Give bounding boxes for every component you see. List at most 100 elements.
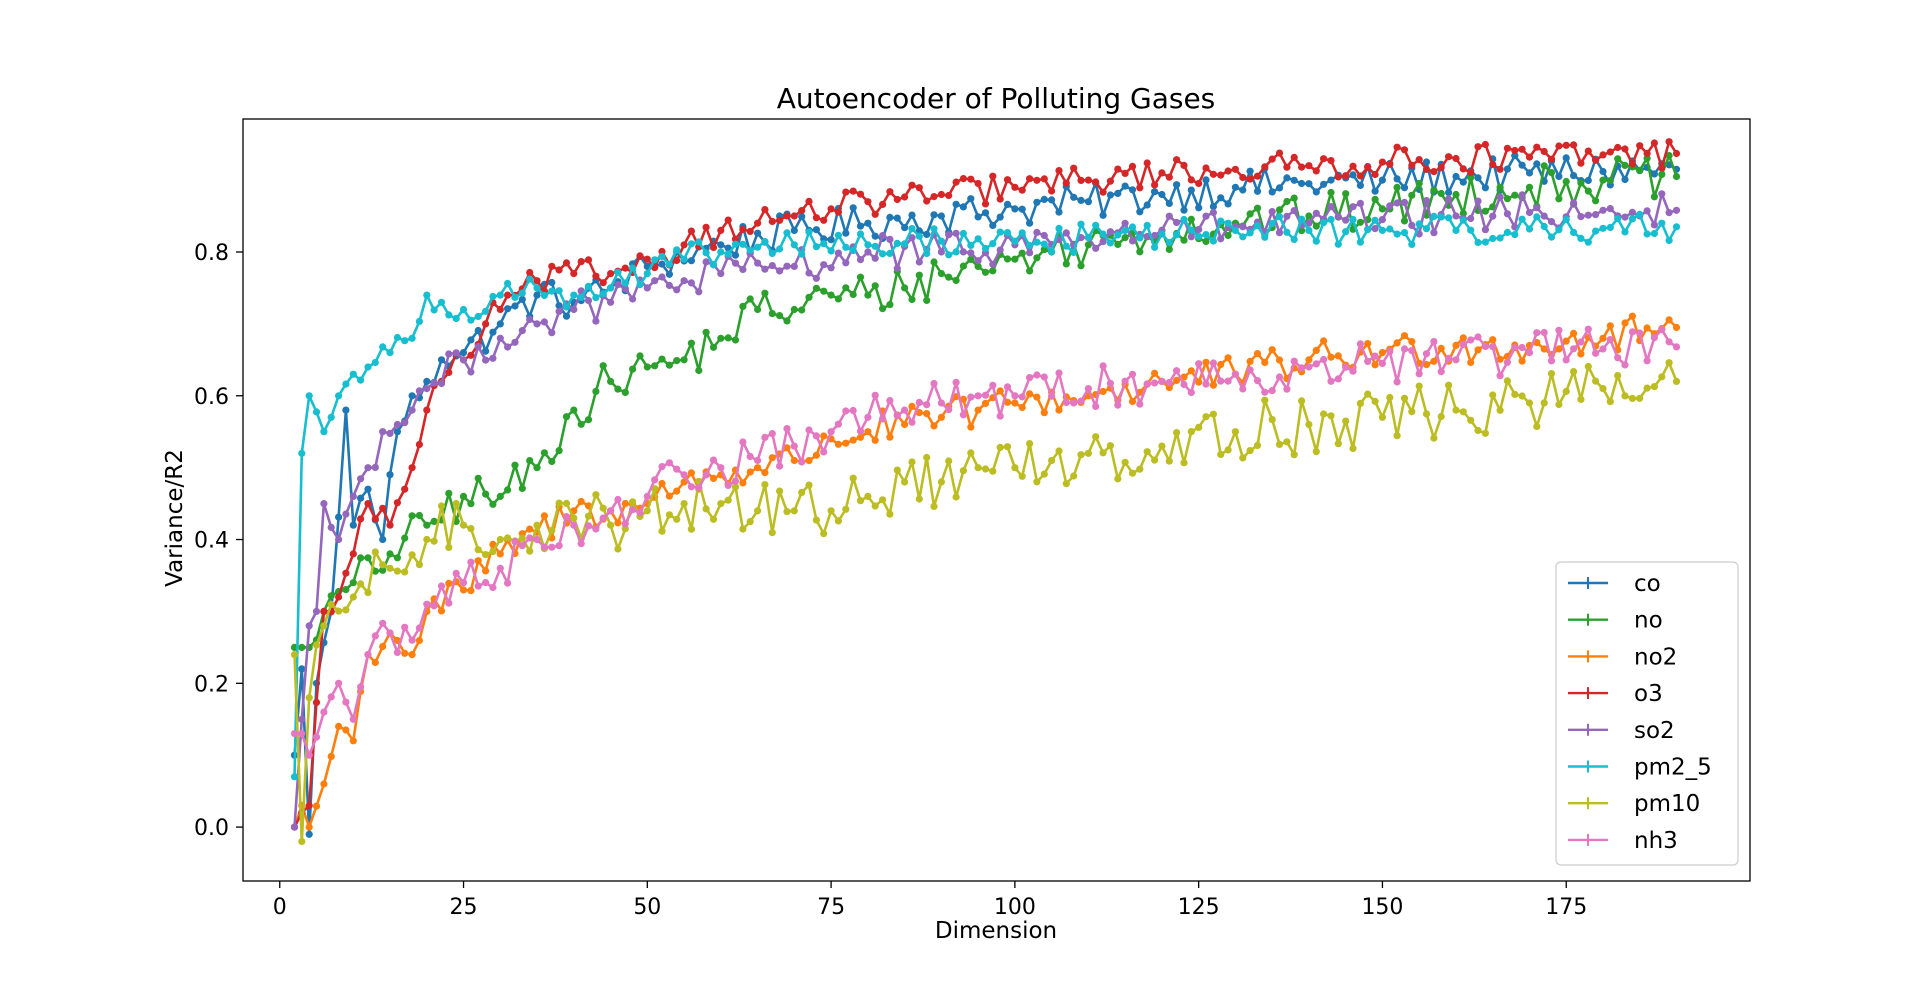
data-point xyxy=(1224,167,1232,175)
data-point xyxy=(937,478,946,486)
data-point xyxy=(687,339,696,347)
data-point xyxy=(1592,349,1600,357)
data-point xyxy=(643,255,651,263)
data-point xyxy=(1195,360,1203,368)
data-point xyxy=(393,420,401,429)
data-point xyxy=(1136,248,1144,256)
data-point xyxy=(1180,459,1188,467)
data-point xyxy=(555,307,563,315)
data-point xyxy=(298,837,306,846)
data-point xyxy=(864,248,872,256)
data-point xyxy=(1525,225,1534,233)
data-point xyxy=(776,462,784,470)
data-point xyxy=(1533,143,1541,151)
data-point xyxy=(952,229,960,237)
data-point xyxy=(834,231,843,239)
data-point xyxy=(1503,195,1511,203)
data-point xyxy=(305,622,313,630)
data-point xyxy=(695,366,703,375)
data-point xyxy=(1525,153,1534,161)
data-point xyxy=(643,363,651,371)
data-point xyxy=(989,260,997,268)
data-point xyxy=(474,557,482,565)
data-point xyxy=(1570,141,1578,149)
data-point xyxy=(1599,224,1607,232)
data-point xyxy=(415,317,423,325)
data-point xyxy=(1158,190,1166,199)
data-point xyxy=(1327,188,1335,197)
data-point xyxy=(526,275,534,283)
data-point xyxy=(1003,443,1012,451)
data-point xyxy=(1672,172,1681,181)
data-point xyxy=(1371,195,1379,203)
data-point xyxy=(1040,240,1048,248)
data-point xyxy=(945,406,953,414)
data-point xyxy=(1290,194,1298,202)
data-point xyxy=(1246,366,1254,374)
data-point xyxy=(1011,237,1019,245)
data-point xyxy=(805,481,813,489)
data-point xyxy=(790,212,798,220)
data-point xyxy=(1481,429,1489,437)
data-point xyxy=(717,241,725,249)
data-point xyxy=(1459,165,1467,173)
data-point xyxy=(1275,184,1284,192)
data-point xyxy=(967,175,975,183)
data-point xyxy=(812,516,821,524)
data-point xyxy=(1048,196,1056,204)
data-point xyxy=(739,525,747,533)
data-point xyxy=(1430,229,1438,237)
data-point xyxy=(989,267,997,275)
data-point xyxy=(357,475,365,483)
data-point xyxy=(1599,167,1607,176)
data-point xyxy=(959,203,968,211)
data-point xyxy=(1173,156,1181,164)
data-point xyxy=(1231,428,1239,436)
data-point xyxy=(739,225,747,233)
data-point xyxy=(312,641,321,649)
data-point xyxy=(1584,238,1592,246)
data-point xyxy=(1261,233,1269,241)
data-point xyxy=(754,507,762,515)
data-point xyxy=(1555,195,1563,203)
data-point xyxy=(1143,221,1151,229)
data-point xyxy=(1275,149,1284,157)
data-point xyxy=(959,229,968,238)
data-point xyxy=(1518,392,1526,400)
data-point xyxy=(482,347,490,355)
data-point xyxy=(842,407,850,415)
data-point xyxy=(658,252,666,261)
data-point xyxy=(1268,346,1276,354)
data-point xyxy=(518,534,526,542)
data-point xyxy=(1452,190,1460,199)
data-point xyxy=(408,464,416,472)
data-point xyxy=(1114,231,1122,239)
data-point xyxy=(1011,464,1019,472)
data-point xyxy=(849,246,857,255)
data-point xyxy=(1312,448,1320,456)
data-point xyxy=(1430,186,1438,194)
data-point xyxy=(445,350,453,358)
data-point xyxy=(1422,225,1431,233)
data-point xyxy=(673,515,681,523)
data-point xyxy=(746,295,754,303)
data-point xyxy=(731,251,740,259)
data-point xyxy=(864,291,872,299)
data-point xyxy=(643,270,651,278)
data-point xyxy=(540,291,549,300)
data-point xyxy=(1165,199,1173,207)
data-point xyxy=(761,238,769,246)
data-point xyxy=(665,459,674,467)
data-point xyxy=(401,534,409,542)
data-point xyxy=(1621,161,1629,169)
data-point xyxy=(621,279,629,287)
data-point xyxy=(489,500,497,508)
data-point xyxy=(1077,397,1085,405)
data-point xyxy=(680,241,688,249)
data-point xyxy=(1459,334,1467,342)
data-point xyxy=(776,267,784,275)
data-point xyxy=(1342,216,1350,224)
data-point xyxy=(1584,325,1592,333)
data-point xyxy=(651,476,659,484)
data-point xyxy=(548,543,556,551)
